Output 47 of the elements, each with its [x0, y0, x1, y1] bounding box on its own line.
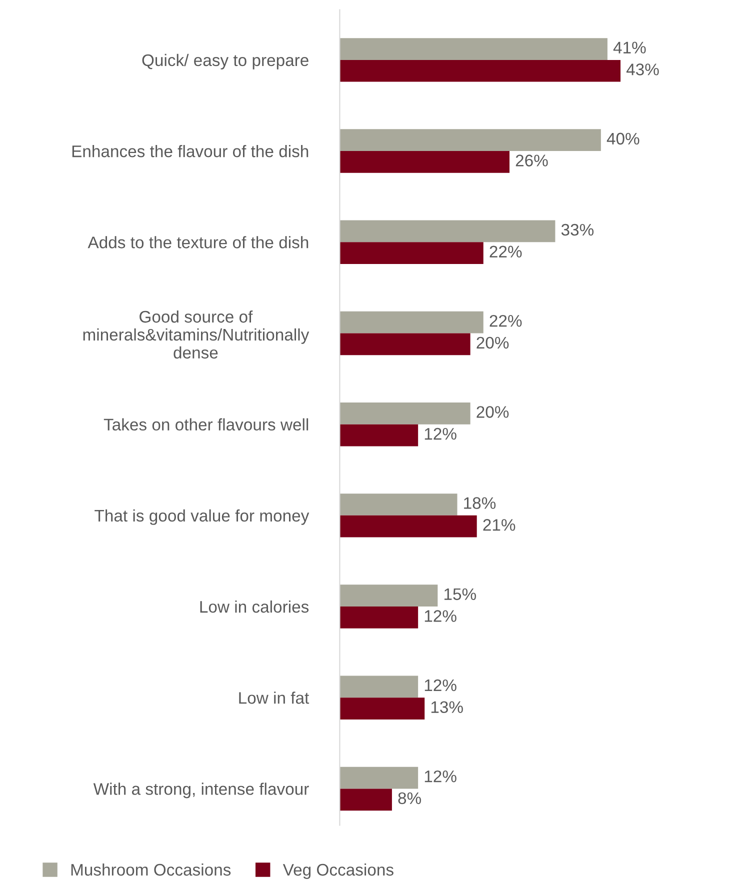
data-label: 33% [561, 224, 594, 236]
legend-label: Veg Occasions [282, 863, 394, 879]
bar [340, 788, 392, 811]
data-label: 12% [424, 770, 456, 782]
bar [340, 311, 484, 334]
bar [340, 220, 556, 242]
data-label: 12% [424, 428, 456, 440]
data-label: 26% [516, 154, 548, 166]
data-label: 20% [476, 336, 509, 349]
y-tick-label: Takes on other flavours well [104, 418, 308, 431]
bar [340, 766, 418, 789]
bar [340, 129, 601, 152]
bar [340, 424, 418, 446]
data-label: 15% [444, 588, 476, 600]
bar [340, 60, 621, 82]
y-tick-label: Low in calories [200, 600, 309, 613]
data-label: 22% [490, 246, 522, 258]
bar [340, 584, 438, 607]
data-label: 12% [424, 679, 456, 692]
bar [340, 151, 510, 173]
bar [340, 494, 458, 516]
y-tick-label: Quick/ easy to prepare [142, 54, 308, 70]
data-label: 12% [424, 610, 456, 622]
legend-label: Mushroom Occasions [71, 863, 231, 876]
bar [340, 333, 470, 356]
data-label: 41% [613, 42, 646, 54]
bar [340, 38, 608, 60]
y-tick-label: Good source of minerals&vitamins/Nutritionally dense [83, 310, 310, 359]
y-tick-label: Low in fat [239, 692, 310, 704]
bar [340, 402, 470, 424]
y-tick-label: That is good value for money [94, 509, 310, 525]
data-label: 13% [431, 701, 463, 714]
bar [340, 515, 477, 538]
y-tick-label: Adds to the texture of the dish [88, 236, 308, 248]
bar [340, 676, 418, 698]
y-tick-label: With a strong, intense flavour [93, 782, 309, 798]
data-label: 18% [464, 497, 496, 509]
bar [340, 606, 418, 628]
data-label: 22% [490, 314, 522, 327]
bar [340, 698, 425, 720]
data-label: 20% [476, 406, 509, 418]
data-label: 8% [398, 792, 422, 804]
bar [340, 242, 484, 264]
data-label: 40% [606, 132, 640, 145]
y-tick-label: Enhances the flavour of the dish [72, 144, 308, 158]
data-label: 21% [483, 519, 516, 531]
data-label: 43% [626, 64, 659, 76]
